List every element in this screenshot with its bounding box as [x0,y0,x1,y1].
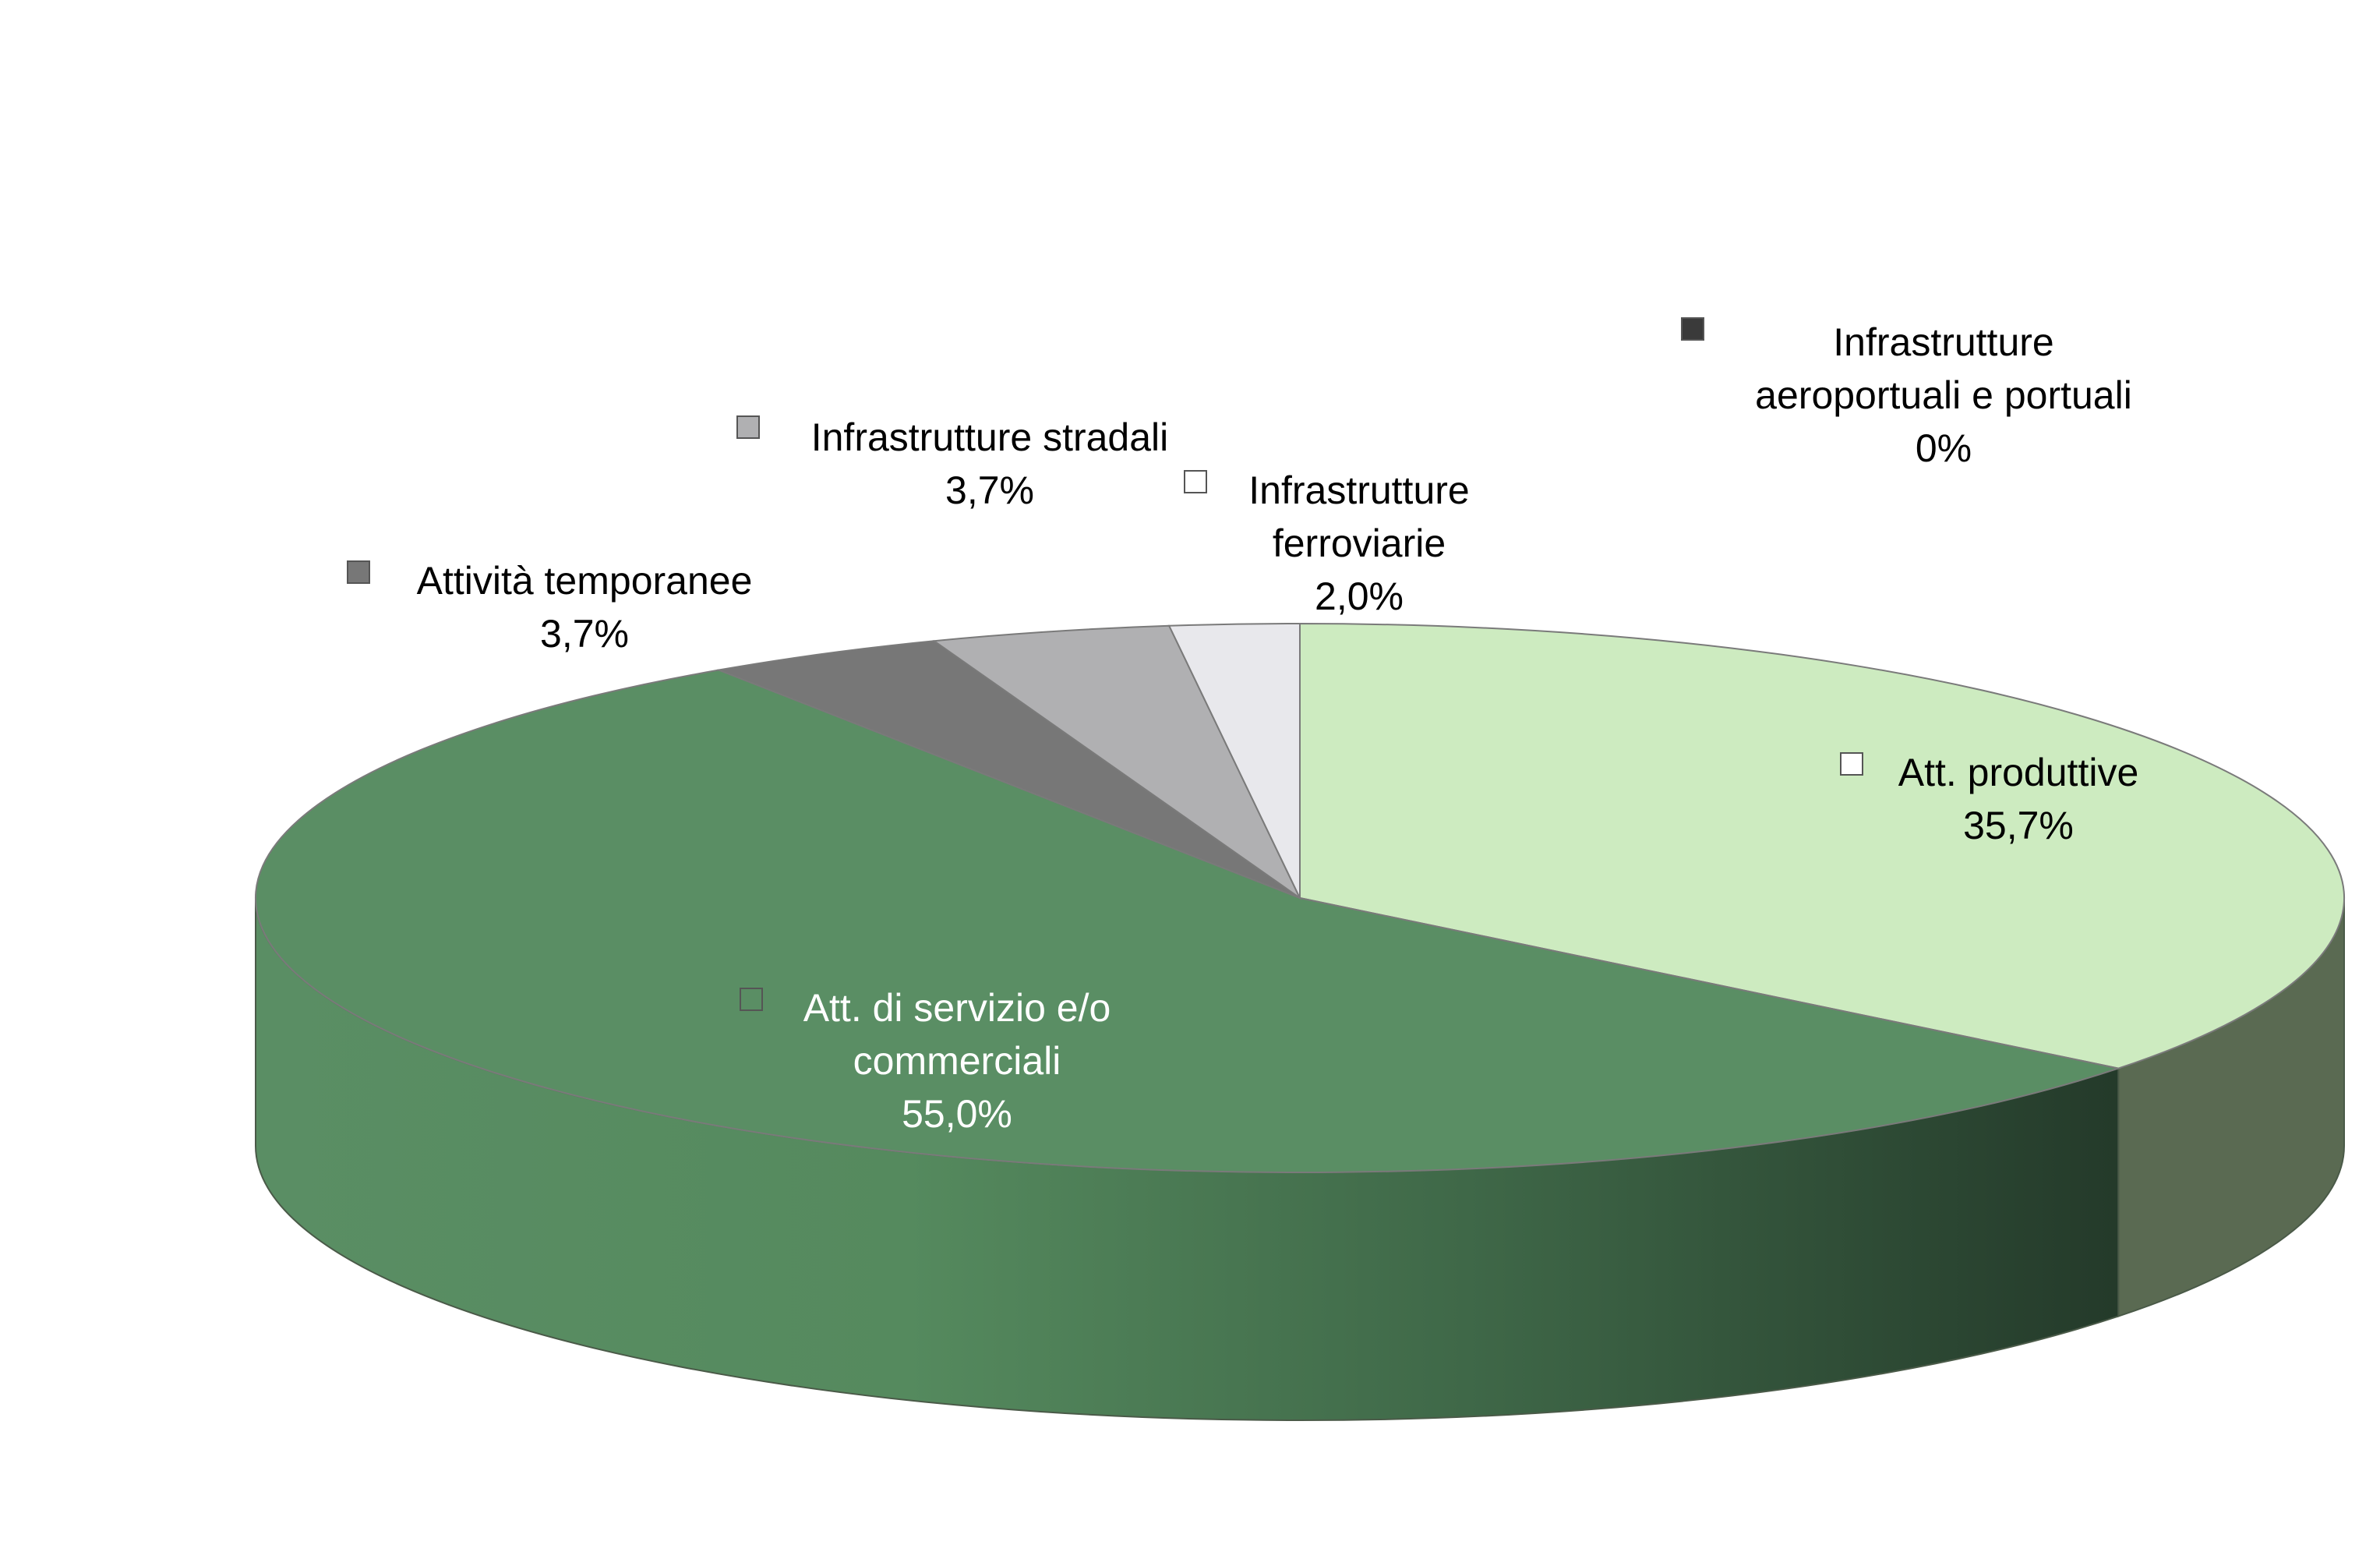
slice-label-0: Att. produttive 35,7% [1840,751,2139,847]
slice-label-text-5: Infrastrutture aeroportuali e portuali 0% [1755,320,2132,470]
slice-label-1: Att. di servizio e/o commerciali 55,0% [740,986,1111,1136]
slice-label-text-1: Att. di servizio e/o commerciali 55,0% [803,986,1111,1136]
pie-top-layer [254,622,2345,1173]
slice-label-4: Infrastrutture ferroviarie 2,0% [1184,468,1470,618]
slice-label-2: Attività temporanee 3,7% [347,559,753,656]
slice-label-3: Infrastrutture stradali 3,7% [736,415,1169,512]
slice-label-text-0: Att. produttive 35,7% [1898,751,2139,847]
legend-marker-3 [736,415,760,439]
slice-top-3 [931,624,1302,901]
slice-label-text-4: Infrastrutture ferroviarie 2,0% [1248,468,1469,618]
slice-label-text-3: Infrastrutture stradali 3,7% [811,415,1169,512]
legend-marker-1 [740,988,763,1011]
slice-top-1 [254,669,2122,1173]
legend-marker-2 [347,560,370,584]
legend-marker-0 [1840,752,1863,776]
slice-label-text-2: Attività temporanee 3,7% [417,559,753,656]
pie-label-layer: Att. produttive 35,7% Att. di servizio e/o… [347,317,2139,1136]
slice-top-4 [1167,622,1301,899]
slice-top-0 [1299,622,2345,1069]
legend-marker-4 [1184,470,1207,493]
slice-label-5: Infrastrutture aeroportuali e portuali 0% [1681,317,2132,470]
legend-marker-5 [1681,317,1704,341]
slice-top-2 [715,640,1301,899]
